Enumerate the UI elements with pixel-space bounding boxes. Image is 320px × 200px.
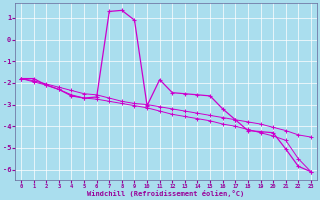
- X-axis label: Windchill (Refroidissement éolien,°C): Windchill (Refroidissement éolien,°C): [87, 190, 244, 197]
